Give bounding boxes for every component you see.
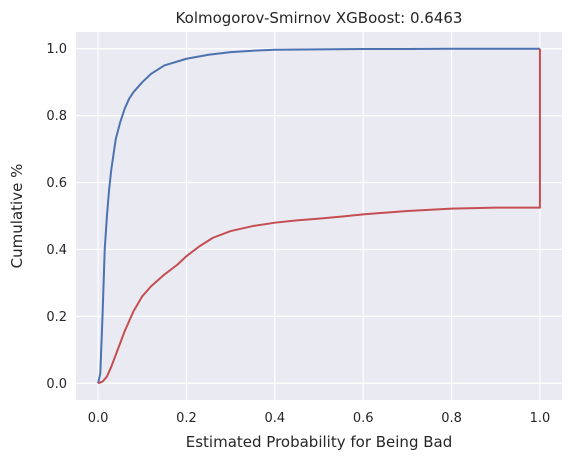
x-tick-label: 0.6 [353, 411, 374, 426]
y-tick-label: 0.6 [46, 176, 67, 191]
series-line-1 [97, 47, 540, 384]
x-tick-label: 1.0 [530, 411, 551, 426]
y-tick-label: 0.8 [46, 109, 67, 124]
x-tick-label: 0.4 [264, 411, 285, 426]
x-axis-label: Estimated Probability for Being Bad [186, 433, 452, 451]
y-tick-label: 0.0 [46, 377, 67, 392]
x-tick-label: 0.8 [441, 411, 462, 426]
y-tick-labels: 0.0 0.2 0.4 0.6 0.8 1.0 [46, 42, 67, 392]
chart-title: Kolmogorov-Smirnov XGBoost: 0.6463 [176, 9, 463, 27]
y-tick-label: 1.0 [46, 42, 67, 57]
y-tick-label: 0.4 [46, 243, 67, 258]
series-layer [97, 47, 541, 385]
series-line-2 [97, 48, 541, 385]
plot-area [76, 32, 562, 400]
x-tick-label: 0.0 [88, 411, 109, 426]
y-tick-label: 0.2 [46, 310, 67, 325]
y-axis-label: Cumulative % [8, 164, 26, 269]
x-tick-label: 0.2 [176, 411, 197, 426]
x-tick-labels: 0.0 0.2 0.4 0.6 0.8 1.0 [88, 411, 551, 426]
